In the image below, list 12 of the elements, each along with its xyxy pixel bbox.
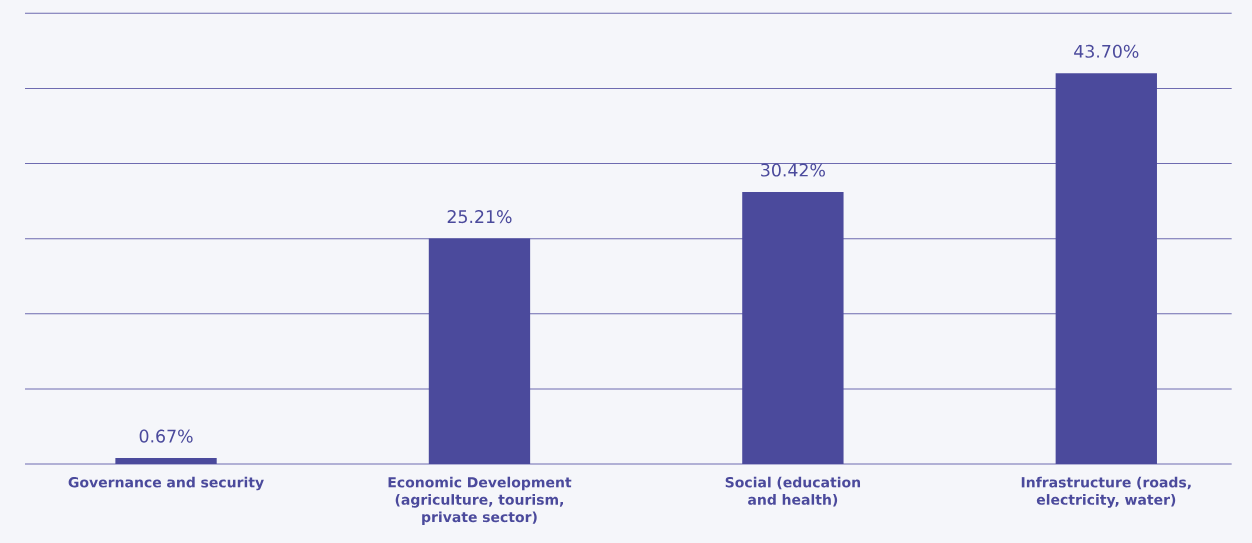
- x-tick-label: Governance and security: [68, 476, 264, 491]
- data-label: 43.70%: [1074, 44, 1139, 58]
- bar: [1055, 73, 1157, 464]
- bar: [742, 191, 844, 464]
- bar: [115, 458, 217, 464]
- data-label: 0.67%: [139, 429, 193, 443]
- bar: [428, 238, 531, 464]
- x-tick-label: Social (education and health): [725, 476, 861, 507]
- data-label: 25.21%: [447, 210, 512, 224]
- x-tick-label: Infrastructure (roads, electricity, water): [1021, 476, 1191, 508]
- x-tick-label: Economic Development (agriculture, tourism, private sector): [388, 476, 572, 525]
- data-label: 30.42%: [761, 163, 825, 177]
